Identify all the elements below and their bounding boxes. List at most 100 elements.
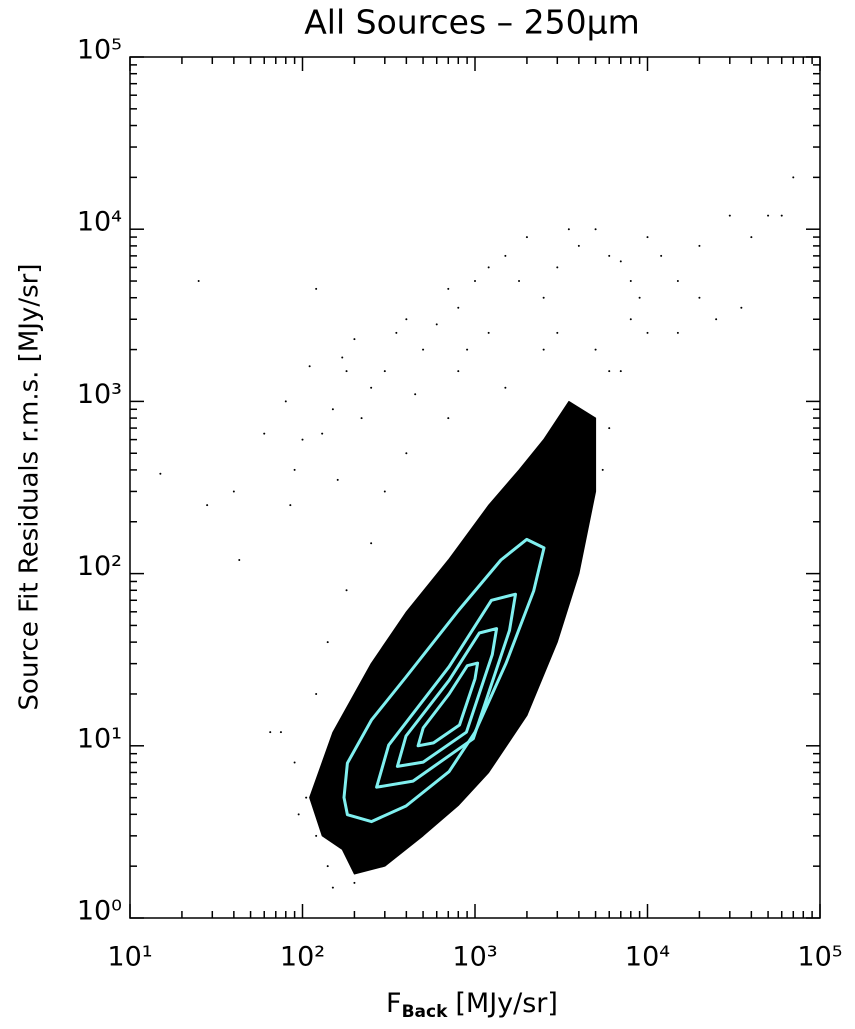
point bbox=[780, 214, 783, 217]
point bbox=[197, 280, 200, 283]
point bbox=[331, 408, 334, 411]
point bbox=[284, 400, 287, 403]
point bbox=[487, 331, 490, 334]
x-tick-label: 10³ bbox=[452, 942, 497, 973]
point bbox=[457, 306, 460, 309]
x-tick-label: 10⁵ bbox=[797, 942, 842, 973]
point bbox=[289, 504, 292, 507]
point bbox=[326, 641, 329, 644]
point bbox=[518, 280, 521, 283]
point bbox=[305, 796, 308, 799]
point bbox=[293, 761, 296, 764]
point bbox=[504, 386, 507, 389]
contour bbox=[375, 592, 517, 789]
point bbox=[698, 296, 701, 299]
y-tick-label: 10² bbox=[77, 551, 122, 582]
point bbox=[353, 338, 356, 341]
point bbox=[293, 468, 296, 471]
point bbox=[474, 280, 476, 283]
point bbox=[487, 266, 490, 269]
point bbox=[422, 348, 425, 351]
point bbox=[608, 427, 611, 430]
point bbox=[353, 881, 356, 884]
point bbox=[341, 356, 344, 359]
contour bbox=[416, 661, 480, 748]
point bbox=[715, 318, 718, 321]
contour bbox=[342, 537, 546, 824]
point bbox=[315, 692, 318, 695]
point bbox=[629, 280, 632, 283]
point bbox=[395, 331, 398, 334]
point bbox=[466, 348, 469, 351]
point bbox=[608, 370, 611, 373]
point bbox=[370, 386, 373, 389]
point bbox=[301, 438, 304, 441]
point bbox=[698, 244, 701, 247]
point bbox=[383, 370, 386, 373]
y-tick-label: 10¹ bbox=[77, 723, 122, 754]
point bbox=[676, 331, 679, 334]
point bbox=[360, 417, 363, 420]
point bbox=[601, 468, 604, 471]
x-tick-label: 10⁴ bbox=[625, 942, 670, 973]
x-axis-label: FBack [MJy/sr] bbox=[386, 988, 558, 1023]
point bbox=[414, 393, 417, 396]
x-label-sub: Back bbox=[402, 1002, 449, 1022]
y-axis-label: Source Fit Residuals r.m.s. [MJy/sr] bbox=[15, 264, 45, 711]
point bbox=[608, 254, 611, 257]
point bbox=[159, 472, 162, 475]
x-tick-label: 10¹ bbox=[107, 942, 152, 973]
y-tick-label: 10⁴ bbox=[77, 207, 122, 238]
point bbox=[315, 834, 318, 837]
point bbox=[740, 306, 743, 309]
point bbox=[457, 370, 460, 373]
point bbox=[279, 731, 282, 734]
plot-frame bbox=[129, 56, 821, 919]
y-tick-label: 10³ bbox=[77, 379, 122, 410]
point bbox=[206, 504, 209, 507]
point bbox=[728, 214, 731, 217]
point bbox=[542, 348, 545, 351]
point bbox=[232, 490, 235, 493]
point bbox=[567, 228, 570, 231]
point bbox=[269, 731, 272, 734]
y-tick-label: 10⁵ bbox=[77, 35, 122, 66]
point bbox=[638, 296, 641, 299]
point bbox=[308, 365, 311, 368]
chart-title: All Sources – 250μm bbox=[304, 3, 640, 42]
x-label-main: F bbox=[386, 988, 402, 1019]
point bbox=[326, 865, 329, 868]
point bbox=[767, 214, 770, 217]
point bbox=[370, 542, 373, 545]
point bbox=[336, 478, 339, 481]
point bbox=[660, 254, 663, 257]
point bbox=[594, 228, 597, 231]
point bbox=[383, 490, 386, 493]
point bbox=[315, 287, 318, 290]
point bbox=[405, 452, 408, 455]
point bbox=[629, 318, 632, 321]
x-label-unit: [MJy/sr] bbox=[455, 988, 558, 1019]
point bbox=[750, 236, 753, 239]
point bbox=[238, 558, 241, 561]
point bbox=[619, 370, 622, 373]
x-tick-label: 10² bbox=[280, 942, 325, 973]
point bbox=[345, 370, 348, 373]
point bbox=[297, 813, 300, 816]
point bbox=[594, 348, 597, 351]
point bbox=[504, 254, 507, 257]
density-region bbox=[309, 400, 597, 875]
point bbox=[405, 318, 408, 321]
point bbox=[646, 331, 649, 334]
y-tick-label: 10⁰ bbox=[77, 896, 122, 927]
point bbox=[577, 244, 580, 247]
point bbox=[331, 886, 334, 889]
point bbox=[447, 417, 450, 420]
point bbox=[556, 266, 559, 269]
point bbox=[321, 432, 324, 435]
point bbox=[646, 236, 649, 239]
point bbox=[525, 236, 528, 239]
point bbox=[447, 287, 450, 290]
point bbox=[676, 280, 679, 283]
contour bbox=[395, 627, 499, 768]
